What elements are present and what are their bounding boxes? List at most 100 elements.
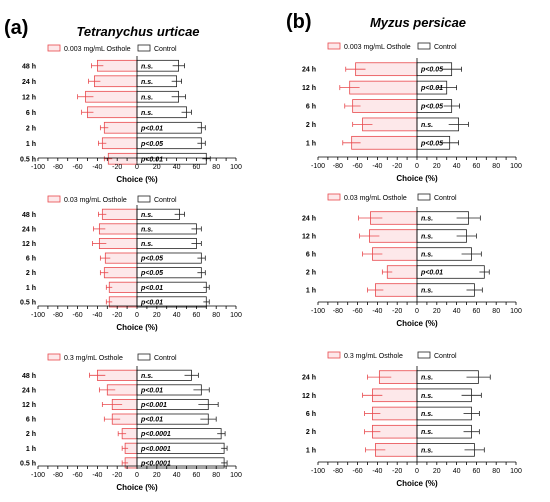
category-label: 2 h [26,431,36,438]
x-tick-label: -100 [31,312,45,319]
category-label: 12 h [22,94,36,101]
legend-swatch-control [137,353,151,361]
x-tick-label: 100 [510,163,522,170]
category-label: 12 h [302,234,316,241]
x-tick-label: -40 [372,308,382,315]
bar-treatment [94,75,138,88]
significance-label: p<0.05 [420,140,443,147]
category-label: 0.5 h [20,156,36,163]
x-tick-label: -60 [73,472,83,479]
significance-label: n.s. [421,216,433,223]
category-label: 6 h [306,411,316,418]
legend: 0.003 mg/mL Osthole Control [47,44,177,53]
x-tick-label: 20 [433,308,441,315]
x-tick-label: -20 [392,468,402,475]
x-tick-label: -100 [31,472,45,479]
x-tick-label: 80 [212,472,220,479]
category-label: 0.5 h [20,460,36,467]
panel-b-header: (b) Myzus persicae [286,11,466,33]
x-tick-label: 20 [153,164,161,171]
x-axis-label: Choice (%) [116,175,158,184]
category-label: 2 h [26,125,36,132]
x-tick-label: -100 [311,308,325,315]
significance-label: n.s. [421,447,433,454]
x-tick-label: -80 [333,468,343,475]
x-tick-label: -40 [92,164,102,171]
bar-treatment [97,59,138,72]
significance-label: p<0.01 [420,270,443,277]
x-tick-label: -20 [112,312,122,319]
x-tick-label: -60 [353,468,363,475]
category-label: 48 h [22,63,36,70]
x-tick-label: 60 [193,164,201,171]
bar-treatment [108,296,138,308]
significance-label: p<0.05 [420,67,443,74]
charts-container: 0.003 mg/mL Osthole Control 48 h n.s. 24 h n.… [20,42,522,492]
x-axis-label: Choice (%) [396,479,438,488]
x-tick-label: 80 [212,164,220,171]
significance-label: p<0.01 [140,417,163,424]
x-tick-label: 40 [453,468,461,475]
category-label: 24 h [22,226,36,233]
significance-label: n.s. [421,375,433,382]
x-tick-label: 100 [510,308,522,315]
legend-label-control: Control [154,355,177,362]
panel-a-title: Tetranychus urticae [76,24,199,39]
legend-label-control: Control [154,46,177,53]
category-label: 1 h [306,140,316,147]
legend-swatch-treatment [47,44,61,52]
category-label: 24 h [22,79,36,86]
x-tick-label: -80 [333,308,343,315]
legend-swatch-control [137,44,151,52]
significance-label: n.s. [141,94,153,101]
significance-label: n.s. [421,429,433,436]
bar-treatment [107,152,138,165]
bar-treatment [101,208,138,220]
category-label: 12 h [302,85,316,92]
x-tick-label: -80 [333,163,343,170]
x-tick-label: 100 [230,472,242,479]
x-tick-label: 20 [153,472,161,479]
x-axis-label: Choice (%) [396,319,438,328]
significance-label: p<0.0001 [140,460,171,467]
significance-label: n.s. [141,63,153,70]
chart-a-1: 0.03 mg/mL Osthole Control 48 h n.s. 24 h n.s… [20,195,242,332]
significance-label: n.s. [141,373,153,380]
bar-treatment [87,106,138,119]
significance-label: n.s. [141,110,153,117]
category-label: 1 h [306,447,316,454]
x-tick-label: 20 [433,163,441,170]
bar-treatment [101,137,138,150]
x-axis-label: Choice (%) [116,483,158,492]
x-tick-label: -60 [73,164,83,171]
category-label: 1 h [26,446,36,453]
x-axis-label: Choice (%) [396,174,438,183]
x-tick-label: 60 [473,163,481,170]
x-tick-label: 40 [453,163,461,170]
x-tick-label: -60 [353,163,363,170]
significance-label: n.s. [141,241,153,248]
legend: 0.03 mg/mL Osthole Control [47,195,177,204]
category-label: 2 h [306,270,316,277]
x-tick-label: -80 [53,164,63,171]
bar-treatment [108,281,138,293]
significance-label: p<0.0001 [140,431,171,438]
x-tick-label: 60 [473,308,481,315]
x-tick-label: -40 [92,312,102,319]
category-label: 6 h [306,252,316,259]
category-label: 1 h [26,141,36,148]
category-label: 24 h [302,375,316,382]
x-tick-label: 100 [510,468,522,475]
legend: 0.3 mg/mL Osthole Control [327,351,457,360]
bar-treatment [349,80,418,95]
legend-swatch-control [417,351,431,359]
x-tick-label: -20 [392,163,402,170]
category-label: 0.5 h [20,299,36,306]
significance-label: p<0.05 [140,256,163,263]
legend-label-control: Control [154,197,177,204]
x-tick-label: 0 [135,312,139,319]
legend-label-control: Control [434,195,457,202]
legend-label-treatment: 0.3 mg/mL Osthole [64,355,123,362]
panel-b-letter: (b) [286,11,312,33]
